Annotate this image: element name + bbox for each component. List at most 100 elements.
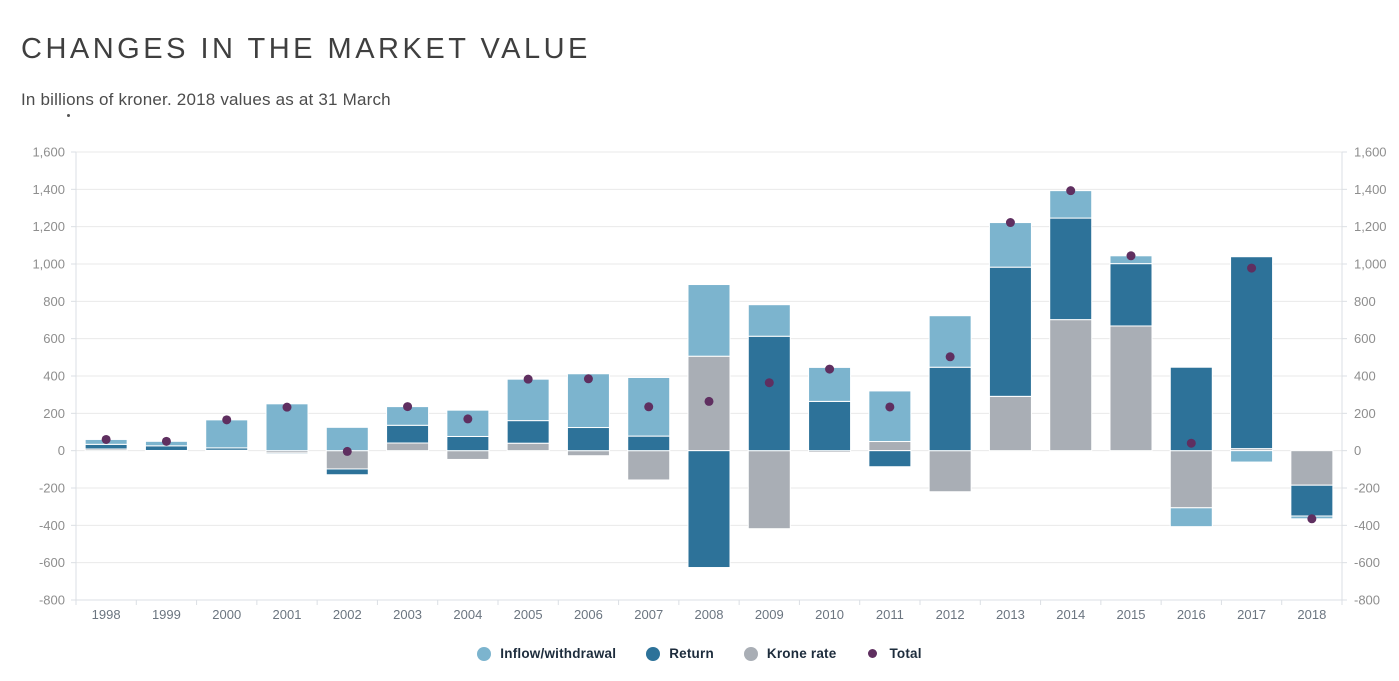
bar-segment-krone-rate-2015[interactable]	[1109, 325, 1153, 452]
bar-segment-return-1999[interactable]	[144, 445, 188, 451]
total-dot-2010[interactable]	[825, 364, 835, 374]
total-dot-2004[interactable]	[463, 414, 473, 424]
total-dot-2014[interactable]	[1066, 186, 1076, 196]
legend-label: Total	[889, 646, 922, 661]
legend-item-total[interactable]: Total	[866, 646, 921, 661]
bar-segment-return-2010[interactable]	[808, 400, 852, 452]
total-dot-2012[interactable]	[945, 352, 955, 362]
total-dot-2013[interactable]	[1005, 218, 1015, 228]
stray-mark	[67, 114, 70, 117]
y-axis-label-right: 1,200	[1354, 219, 1387, 234]
bar-segment-return-2002[interactable]	[325, 468, 369, 476]
bar-segment-krone-rate-2014[interactable]	[1049, 319, 1093, 452]
bar-segment-return-2016[interactable]	[1169, 366, 1213, 452]
total-dot-2007[interactable]	[644, 402, 654, 412]
bar-segment-return-2003[interactable]	[386, 424, 430, 444]
y-axis-label-right: 600	[1354, 331, 1376, 346]
total-dot-2003[interactable]	[403, 402, 413, 412]
bar-segment-return-2013[interactable]	[988, 266, 1032, 397]
total-dot-2016[interactable]	[1186, 438, 1196, 448]
x-axis-label-2015: 2015	[1117, 607, 1146, 622]
bar-segment-krone-rate-2007[interactable]	[627, 450, 671, 481]
bar-segment-inflow-withdrawal-2000[interactable]	[205, 419, 249, 449]
bar-segment-krone-rate-2009[interactable]	[747, 450, 791, 530]
bar-segment-return-1998[interactable]	[84, 443, 128, 450]
bar-segment-krone-rate-2011[interactable]	[868, 441, 912, 452]
total-dot-2011[interactable]	[885, 402, 895, 412]
y-axis-label-right: -800	[1354, 593, 1380, 608]
total-dot-2001[interactable]	[282, 402, 292, 412]
bar-segment-return-2001[interactable]	[265, 452, 309, 455]
total-dot-2005[interactable]	[523, 374, 533, 384]
y-axis-label-left: 800	[43, 294, 65, 309]
bar-segment-return-2005[interactable]	[506, 420, 550, 444]
bar-segment-krone-rate-2004[interactable]	[446, 450, 490, 460]
total-dot-2006[interactable]	[583, 374, 593, 384]
y-axis-label-left: 200	[43, 406, 65, 421]
bar-segment-return-2011[interactable]	[868, 450, 912, 468]
x-axis-label-2014: 2014	[1056, 607, 1085, 622]
legend-item-return[interactable]: Return	[646, 646, 714, 661]
bar-segment-return-2017[interactable]	[1230, 256, 1274, 450]
legend-item-krone-rate[interactable]: Krone rate	[743, 646, 837, 661]
bar-segment-return-2012[interactable]	[928, 366, 972, 452]
x-axis-label-2001: 2001	[273, 607, 302, 622]
y-axis-label-right: 1,600	[1354, 145, 1387, 160]
x-axis-label-2012: 2012	[936, 607, 965, 622]
x-axis-label-2016: 2016	[1177, 607, 1206, 622]
page-title: CHANGES IN THE MARKET VALUE	[21, 33, 591, 66]
y-axis-label-left: -800	[39, 593, 65, 608]
x-axis-label-2008: 2008	[695, 607, 724, 622]
legend-item-inflow-withdrawal[interactable]: Inflow/withdrawal	[477, 646, 616, 661]
bar-segment-return-2006[interactable]	[566, 427, 610, 452]
bar-segment-krone-rate-2006[interactable]	[566, 450, 610, 457]
bar-segment-return-2014[interactable]	[1049, 217, 1093, 321]
total-dot-2009[interactable]	[764, 378, 774, 388]
bar-segment-inflow-withdrawal-2005[interactable]	[506, 378, 550, 422]
bar-segment-krone-rate-2018[interactable]	[1290, 450, 1334, 486]
total-dot-2018[interactable]	[1307, 514, 1317, 524]
bar-segment-inflow-withdrawal-2009[interactable]	[747, 304, 791, 337]
y-axis-label-right: -400	[1354, 518, 1380, 533]
bar-segment-inflow-withdrawal-2013[interactable]	[988, 222, 1032, 268]
inflow-withdrawal-swatch-icon	[477, 646, 492, 661]
bar-segment-krone-rate-2005[interactable]	[506, 442, 550, 452]
bar-segment-return-2007[interactable]	[627, 435, 671, 452]
total-dot-2002[interactable]	[342, 446, 352, 456]
x-axis-label-2003: 2003	[393, 607, 422, 622]
x-axis-label-2013: 2013	[996, 607, 1025, 622]
x-axis-label-2000: 2000	[212, 607, 241, 622]
y-axis-label-right: 1,000	[1354, 257, 1387, 272]
y-axis-label-left: 1,000	[32, 257, 65, 272]
total-dot-1998[interactable]	[101, 434, 111, 444]
bar-segment-return-2015[interactable]	[1109, 263, 1153, 327]
total-dot-2008[interactable]	[704, 396, 714, 406]
bar-segment-inflow-withdrawal-2008[interactable]	[687, 284, 731, 357]
total-dot-2000[interactable]	[222, 415, 232, 425]
y-axis-label-left: -600	[39, 555, 65, 570]
bar-segment-inflow-withdrawal-2014[interactable]	[1049, 190, 1093, 219]
total-dot-2017[interactable]	[1247, 263, 1257, 273]
bar-segment-krone-rate-2013[interactable]	[988, 395, 1032, 452]
legend-label: Return	[669, 646, 714, 661]
x-axis-label-2006: 2006	[574, 607, 603, 622]
bar-segment-inflow-withdrawal-2016[interactable]	[1169, 507, 1213, 528]
x-axis-label-2017: 2017	[1237, 607, 1266, 622]
total-dot-1999[interactable]	[161, 436, 171, 446]
bar-segment-krone-rate-2012[interactable]	[928, 450, 972, 493]
bar-segment-return-2018[interactable]	[1290, 484, 1334, 517]
x-axis-label-2018: 2018	[1297, 607, 1326, 622]
y-axis-label-left: 600	[43, 331, 65, 346]
bar-segment-krone-rate-2003[interactable]	[386, 442, 430, 452]
bar-segment-krone-rate-2016[interactable]	[1169, 450, 1213, 509]
bar-segment-return-2008[interactable]	[687, 450, 731, 569]
bar-segment-return-2009[interactable]	[747, 335, 791, 452]
bar-segment-inflow-withdrawal-2011[interactable]	[868, 390, 912, 443]
x-axis-label-2010: 2010	[815, 607, 844, 622]
bar-segment-return-2004[interactable]	[446, 435, 490, 452]
y-axis-label-left: 1,400	[32, 182, 65, 197]
bar-segment-inflow-withdrawal-2017[interactable]	[1230, 450, 1274, 463]
y-axis-label-right: 800	[1354, 294, 1376, 309]
total-dot-2015[interactable]	[1126, 251, 1136, 261]
